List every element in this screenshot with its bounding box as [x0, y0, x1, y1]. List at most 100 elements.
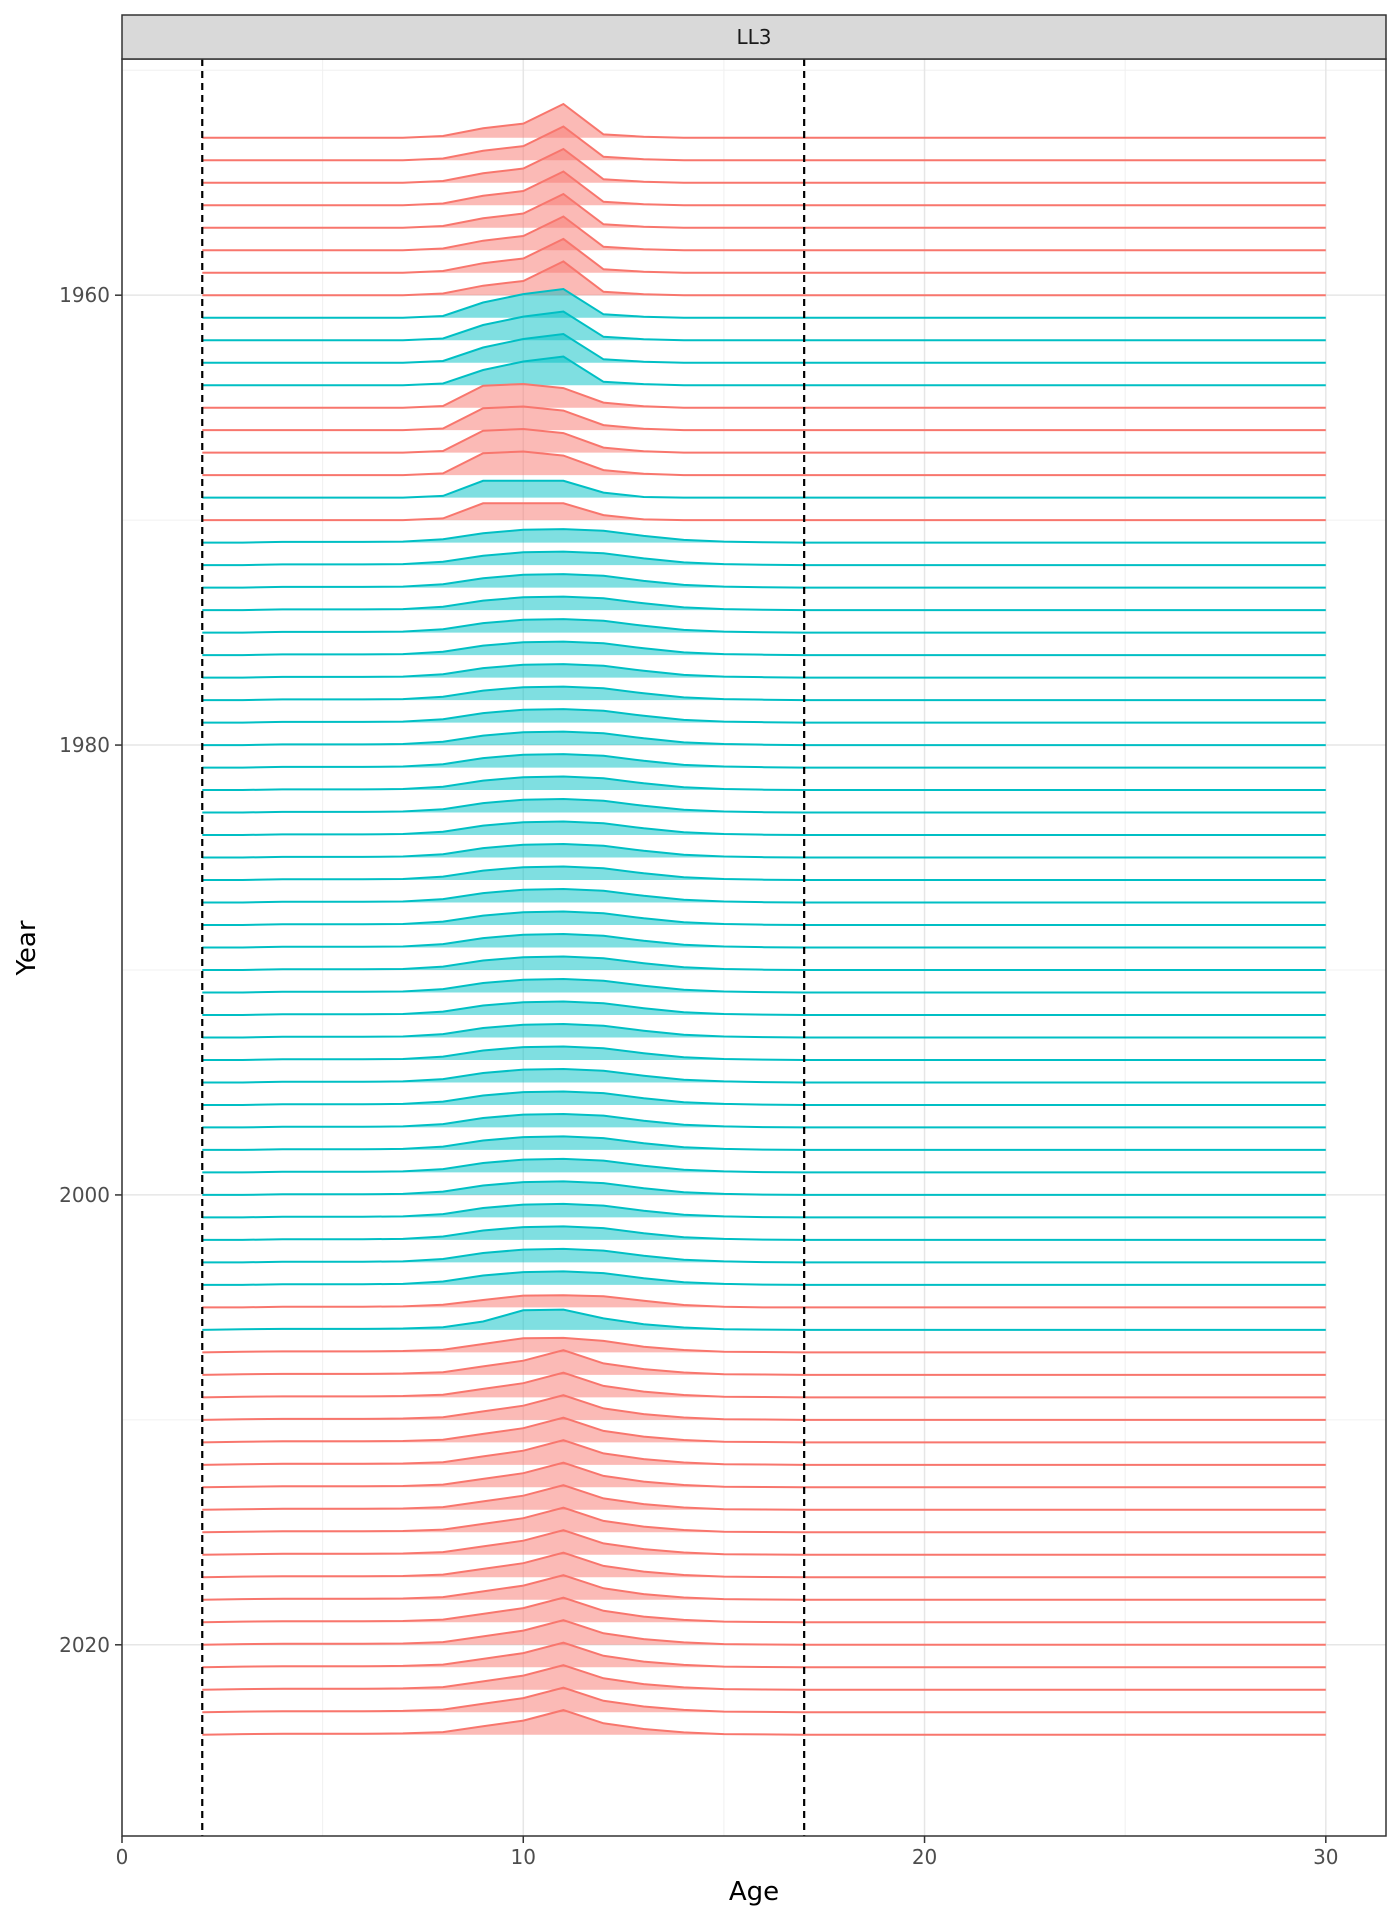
ridge-line-1993	[202, 1022, 1326, 1039]
ridge-area-1971	[202, 529, 1326, 543]
ridge-area-1963	[202, 334, 1326, 363]
ridge-line-1955	[202, 147, 1326, 184]
ridge-line-1976	[202, 640, 1326, 657]
facet-strip-label: LL3	[736, 25, 771, 49]
ridge-area-1961	[202, 289, 1326, 318]
ridge-line-2002	[202, 1225, 1326, 1241]
ridge-line-2005	[202, 1294, 1326, 1309]
ridge-line-2013	[202, 1461, 1326, 1489]
x-tick-label: 30	[1313, 1845, 1338, 1869]
ridge-area-1993	[202, 1024, 1326, 1038]
ridge-line-1973	[202, 573, 1326, 589]
ridge-line-1974	[202, 595, 1326, 612]
ridge-area-2012	[202, 1440, 1326, 1465]
ridge-line-2001	[202, 1202, 1326, 1219]
y-tick-label: 1980	[59, 733, 110, 757]
ridge-area-1964	[202, 356, 1326, 386]
ridge-area-1972	[202, 551, 1326, 566]
ridge-area-2009	[202, 1372, 1326, 1398]
ridge-area-1988	[202, 911, 1326, 925]
ridge-line-1982	[202, 775, 1326, 791]
ridge-area-1986	[202, 866, 1326, 880]
ridge-line-1991	[202, 977, 1326, 994]
ridge-line-1994	[202, 1045, 1326, 1061]
ridge-line-2015	[202, 1506, 1326, 1534]
ridge-area-1959	[202, 238, 1326, 273]
y-tick-label: 2000	[59, 1183, 110, 1207]
facet-strip-background	[121, 14, 1387, 60]
ridge-line-1995	[202, 1067, 1326, 1084]
ridge-line-1996	[202, 1090, 1326, 1106]
ridge-line-1998	[202, 1135, 1326, 1151]
y-axis: 1960 1980 2000 2020	[59, 283, 122, 1657]
ridge-area-2011	[202, 1417, 1326, 1443]
ridge-line-1959	[202, 237, 1326, 274]
ridge-area-1985	[202, 844, 1326, 858]
ridge-line-1970	[202, 502, 1326, 522]
ridge-area-1977	[202, 664, 1326, 678]
ridge-area-1990	[202, 956, 1326, 970]
ridge-area-1968	[202, 451, 1326, 476]
ridge-area-1991	[202, 979, 1326, 993]
ridge-area-1978	[202, 686, 1326, 701]
ridge-area-1987	[202, 889, 1326, 903]
ridge-area-1958	[202, 216, 1326, 251]
ridge-area-2018	[202, 1575, 1326, 1600]
ridge-line-1999	[202, 1157, 1326, 1174]
y-tick-label: 1960	[59, 283, 110, 307]
ridge-line-1987	[202, 887, 1326, 904]
ridge-area-1998	[202, 1136, 1326, 1150]
ridge-line-1977	[202, 663, 1326, 679]
ridge-area-2021	[202, 1642, 1326, 1668]
ridge-line-2008	[202, 1349, 1326, 1376]
ridge-series	[202, 102, 1326, 1736]
ridge-line-2016	[202, 1529, 1326, 1556]
ridge-area-1982	[202, 776, 1326, 790]
ridge-area-1970	[202, 503, 1326, 521]
ridge-area-2004	[202, 1271, 1326, 1285]
ridge-line-1985	[202, 842, 1326, 859]
ridge-area-2020	[202, 1620, 1326, 1645]
ridge-line-1965	[202, 382, 1326, 409]
y-tick-label: 2020	[59, 1633, 110, 1657]
ridge-line-2012	[202, 1439, 1326, 1466]
ridge-area-1962	[202, 311, 1326, 341]
ridge-line-2009	[202, 1371, 1326, 1399]
ridge-line-2011	[202, 1416, 1326, 1444]
ridge-area-1960	[202, 261, 1326, 296]
ridge-area-2005	[202, 1295, 1326, 1308]
ridge-area-1992	[202, 1001, 1326, 1015]
ridge-area-1974	[202, 596, 1326, 611]
reference-lines	[201, 59, 806, 1836]
ridge-line-1969	[202, 479, 1326, 499]
ridge-area-1989	[202, 934, 1326, 948]
x-axis-title: Age	[729, 1877, 779, 1907]
ridge-line-2020	[202, 1619, 1326, 1646]
ridge-area-2015	[202, 1507, 1326, 1533]
ridge-line-1990	[202, 955, 1326, 971]
x-axis: 0 10 20 30	[116, 1836, 1339, 1869]
x-tick-label: 10	[511, 1845, 536, 1869]
ridge-area-1969	[202, 480, 1326, 498]
ridge-area-2022	[202, 1665, 1326, 1690]
ridge-area-2019	[202, 1597, 1326, 1623]
ridge-area-2002	[202, 1226, 1326, 1240]
ridge-line-2017	[202, 1551, 1326, 1579]
ridge-area-1976	[202, 641, 1326, 656]
ridge-line-1963	[202, 332, 1326, 364]
ridge-area-1966	[202, 406, 1326, 431]
ridge-line-1966	[202, 405, 1326, 432]
ridge-line-2006	[202, 1308, 1326, 1331]
ridge-line-2019	[202, 1596, 1326, 1624]
ridge-area-2013	[202, 1462, 1326, 1488]
ridge-area-1981	[202, 754, 1326, 768]
ridge-line-1986	[202, 865, 1326, 881]
ridge-line-2010	[202, 1394, 1326, 1421]
ridge-area-2024	[202, 1710, 1326, 1735]
ridge-area-2006	[202, 1309, 1326, 1330]
ridge-line-1972	[202, 550, 1326, 567]
ridge-area-1994	[202, 1046, 1326, 1060]
ridge-area-1975	[202, 619, 1326, 633]
ridge-line-2021	[202, 1641, 1326, 1669]
